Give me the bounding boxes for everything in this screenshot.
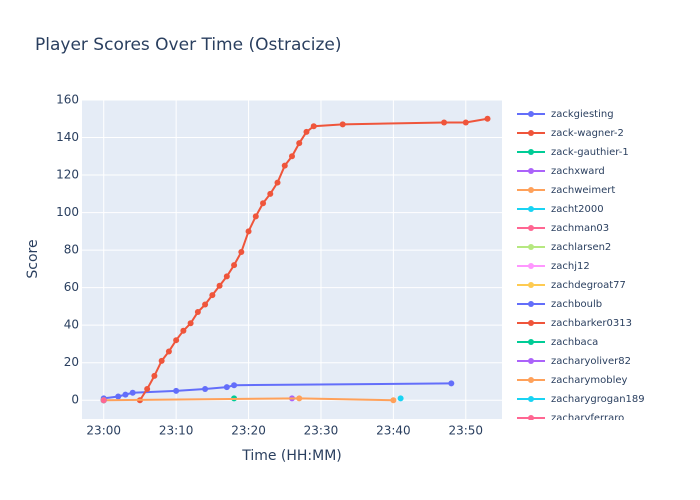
legend-label: zachbaca xyxy=(551,337,598,348)
legend-label: zacharyferraro xyxy=(551,413,624,424)
plot xyxy=(100,115,491,404)
legend-label: zacharymobley xyxy=(551,375,628,386)
y-tick-label: 60 xyxy=(64,280,79,294)
data-point xyxy=(194,309,201,316)
data-point xyxy=(209,292,216,299)
y-tick-label: 80 xyxy=(64,243,79,257)
legend-marker xyxy=(528,377,534,383)
data-point xyxy=(310,123,317,130)
legend-marker xyxy=(528,225,534,231)
legend-marker xyxy=(528,339,534,345)
data-point xyxy=(339,121,346,128)
legend-label: zack-gauthier-1 xyxy=(551,147,629,158)
data-point xyxy=(173,387,180,394)
legend-marker xyxy=(528,111,534,117)
legend-label: zacharygrogan189 xyxy=(551,394,645,405)
y-axis-title: Score xyxy=(25,239,41,278)
legend-label: zacht2000 xyxy=(551,204,604,215)
x-tick-label: 23:40 xyxy=(376,424,411,438)
y-tick-label: 0 xyxy=(71,393,79,407)
data-point xyxy=(397,395,404,402)
data-point xyxy=(462,119,469,126)
legend-label: zachman03 xyxy=(551,223,609,234)
data-point xyxy=(202,385,209,392)
data-point xyxy=(296,395,303,402)
data-point xyxy=(281,162,288,169)
y-tick-label: 20 xyxy=(64,355,79,369)
y-tick-label: 100 xyxy=(56,205,79,219)
x-tick-label: 23:10 xyxy=(159,424,194,438)
legend-marker xyxy=(528,244,534,250)
data-point xyxy=(252,213,259,220)
data-point xyxy=(223,384,230,391)
x-tick-label: 23:50 xyxy=(448,424,483,438)
data-point xyxy=(441,119,448,126)
legend-marker xyxy=(528,320,534,326)
data-point xyxy=(484,115,491,122)
chart-title: Player Scores Over Time (Ostracize) xyxy=(35,35,342,55)
data-point xyxy=(303,128,310,135)
legend-label: zachboulb xyxy=(551,299,602,310)
data-point xyxy=(202,301,209,308)
data-point xyxy=(122,391,129,398)
legend-marker xyxy=(528,187,534,193)
data-point xyxy=(187,320,194,327)
legend-marker xyxy=(528,168,534,174)
data-point xyxy=(260,200,267,207)
data-point xyxy=(231,382,238,389)
y-tick-label: 120 xyxy=(56,168,79,182)
data-point xyxy=(267,190,274,197)
legend-label: zachdegroat77 xyxy=(551,280,626,291)
legend-label: zacharyoliver82 xyxy=(551,356,631,367)
data-point xyxy=(238,248,245,255)
legend-label: zachj12 xyxy=(551,261,590,272)
data-point xyxy=(173,337,180,344)
legend-marker xyxy=(528,263,534,269)
legend-marker xyxy=(528,301,534,307)
x-axis-title: Time (HH:MM) xyxy=(241,448,342,464)
x-tick-label: 23:20 xyxy=(231,424,266,438)
y-tick-label: 40 xyxy=(64,318,79,332)
legend-marker xyxy=(528,358,534,364)
legend-label: zachweimert xyxy=(551,185,615,196)
data-point xyxy=(180,327,187,334)
data-point xyxy=(289,153,295,160)
legend-label: zack-wagner-2 xyxy=(551,128,624,139)
data-point xyxy=(274,179,281,186)
data-point xyxy=(245,228,252,235)
legend-label: zackgiesting xyxy=(551,109,614,120)
y-tick-label: 160 xyxy=(56,93,79,107)
data-point xyxy=(158,357,165,364)
x-tick-label: 23:00 xyxy=(86,424,121,438)
data-point xyxy=(223,273,230,280)
legend-marker xyxy=(528,206,534,212)
legend-label: zachlarsen2 xyxy=(551,242,611,253)
legend-marker xyxy=(528,282,534,288)
data-point xyxy=(100,397,107,404)
data-point xyxy=(390,397,397,404)
data-point xyxy=(144,385,151,392)
grid: 0 20 40 60 80 100 120 140 160 23:00 23:10 23:20 23:3… xyxy=(56,93,502,438)
data-point xyxy=(115,393,122,400)
data-point xyxy=(129,389,136,396)
data-point xyxy=(151,372,158,379)
data-point xyxy=(231,262,238,269)
legend-marker xyxy=(528,149,534,155)
data-point xyxy=(216,282,223,289)
legend-marker xyxy=(528,396,534,402)
y-tick-label: 140 xyxy=(56,130,79,144)
legend-label: zachxward xyxy=(551,166,605,177)
x-tick-label: 23:30 xyxy=(304,424,339,438)
data-point xyxy=(165,348,172,355)
plot-area xyxy=(82,100,502,419)
legend: zackgiesting zack-wagner-2 zack-gauthier-1… xyxy=(517,109,645,424)
data-point xyxy=(448,380,455,387)
legend-marker xyxy=(528,415,534,420)
data-point xyxy=(296,140,303,147)
legend-label: zachbarker0313 xyxy=(551,318,632,329)
legend-marker xyxy=(528,130,534,136)
